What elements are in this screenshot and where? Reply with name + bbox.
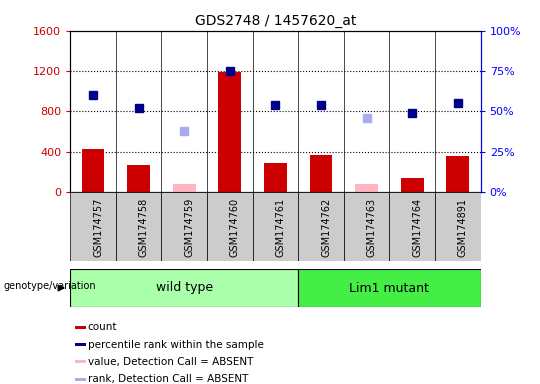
Bar: [309, 155, 333, 192]
Bar: [447, 156, 469, 192]
Text: wild type: wild type: [156, 281, 213, 295]
Bar: [389, 192, 435, 261]
Bar: [70, 192, 116, 261]
Bar: [161, 192, 207, 261]
Bar: [173, 184, 195, 192]
Bar: [298, 192, 344, 261]
Text: genotype/variation: genotype/variation: [4, 281, 96, 291]
Bar: [264, 163, 287, 192]
Bar: [127, 165, 150, 192]
Bar: [82, 149, 104, 192]
Bar: [218, 72, 241, 192]
Bar: [75, 326, 86, 329]
Bar: [298, 269, 481, 307]
Bar: [344, 192, 389, 261]
Bar: [207, 192, 253, 261]
Bar: [75, 378, 86, 381]
Text: GSM174891: GSM174891: [458, 197, 468, 257]
Bar: [116, 192, 161, 261]
Bar: [75, 343, 86, 346]
Text: GSM174760: GSM174760: [230, 197, 240, 257]
Text: GSM174758: GSM174758: [139, 197, 148, 257]
Text: GSM174759: GSM174759: [184, 197, 194, 257]
Bar: [75, 361, 86, 363]
Title: GDS2748 / 1457620_at: GDS2748 / 1457620_at: [195, 14, 356, 28]
Text: GSM174761: GSM174761: [275, 197, 286, 257]
Text: percentile rank within the sample: percentile rank within the sample: [88, 339, 264, 349]
Text: count: count: [88, 322, 117, 332]
Text: rank, Detection Call = ABSENT: rank, Detection Call = ABSENT: [88, 374, 248, 384]
Text: GSM174763: GSM174763: [367, 197, 376, 257]
Bar: [435, 192, 481, 261]
Bar: [70, 269, 298, 307]
Bar: [355, 184, 378, 192]
Text: GSM174757: GSM174757: [93, 197, 103, 257]
Bar: [401, 178, 423, 192]
Text: GSM174764: GSM174764: [412, 197, 422, 257]
Text: GSM174762: GSM174762: [321, 197, 331, 257]
Bar: [253, 192, 298, 261]
Text: Lim1 mutant: Lim1 mutant: [349, 281, 429, 295]
Text: value, Detection Call = ABSENT: value, Detection Call = ABSENT: [88, 357, 253, 367]
